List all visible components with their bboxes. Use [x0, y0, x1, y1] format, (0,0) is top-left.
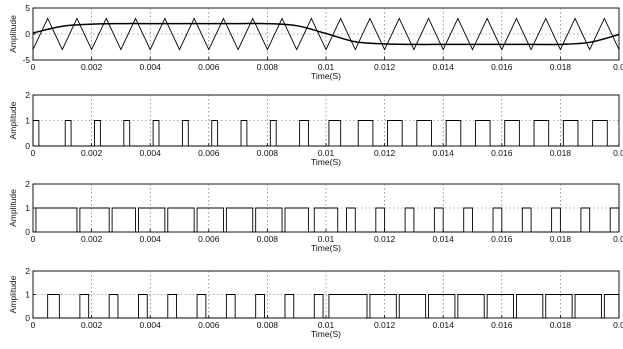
y-tick-label: 1	[25, 116, 30, 126]
x-tick-label: 0.008	[257, 234, 279, 244]
x-tick-label: 0.006	[198, 234, 220, 244]
x-tick-label: 0.016	[491, 148, 513, 158]
x-tick-label: 0.0	[613, 62, 623, 72]
series-2-modulating-wave	[32, 22, 620, 46]
y-tick-label: 1	[25, 290, 30, 300]
x-axis-label: Time(S)	[311, 329, 341, 339]
subplot-4: 0 0.002 0.004 0.006 0.008 0.01 0.012 0.014 0.016…	[8, 266, 623, 339]
x-tick-label: 0.004	[140, 62, 162, 72]
series-1-pulse-train	[32, 120, 619, 147]
series-1-triangle-carrier	[32, 17, 620, 51]
x-axis-label: Time(S)	[311, 243, 341, 253]
x-tick-label: 0.008	[257, 62, 279, 72]
x-tick-label: 0	[31, 62, 36, 72]
x-tick-label: 0.018	[550, 62, 572, 72]
x-tick-label: 0.004	[140, 320, 162, 330]
x-tick-label: 0.016	[491, 234, 513, 244]
x-axis-label: Time(S)	[311, 71, 341, 81]
y-tick-label: 0	[25, 313, 30, 323]
series-1-pulse-train	[33, 294, 620, 319]
x-tick-label: 0.018	[550, 320, 572, 330]
y-axis-label: Amplitude	[8, 101, 18, 139]
x-tick-label: 0	[31, 234, 36, 244]
x-tick-label: 0.012	[374, 320, 396, 330]
x-tick-label: 0.01	[318, 62, 335, 72]
y-tick-label: 1	[25, 203, 30, 213]
y-tick-label: 5	[25, 3, 30, 13]
x-tick-label: 0.0	[613, 148, 623, 158]
y-axis-label: Amplitude	[8, 15, 18, 53]
x-tick-label: 0.002	[81, 62, 103, 72]
x-tick-label: 0.012	[374, 234, 396, 244]
y-tick-label: 0	[25, 141, 30, 151]
subplot-3: 0 0.002 0.004 0.006 0.008 0.01 0.012 0.014 0.016…	[8, 179, 623, 253]
x-tick-label: 0.006	[198, 62, 220, 72]
x-tick-label: 0.004	[140, 234, 162, 244]
x-tick-label: 0.014	[433, 320, 455, 330]
y-tick-label: 0	[25, 227, 30, 237]
y-tick-label: 0	[25, 29, 30, 39]
y-tick-label: -5	[22, 55, 30, 65]
series-1-pulse-train	[33, 207, 620, 233]
x-tick-label: 0	[31, 148, 36, 158]
x-tick-label: 0.014	[433, 234, 455, 244]
x-tick-label: 0.004	[140, 148, 162, 158]
subplot-2: 0 0.002 0.004 0.006 0.008 0.01 0.012 0.014 0.016…	[8, 90, 623, 167]
x-tick-label: 0.016	[491, 320, 513, 330]
x-tick-label: 0.002	[81, 148, 103, 158]
x-tick-label: 0.012	[374, 148, 396, 158]
x-tick-label: 0.014	[433, 62, 455, 72]
y-tick-label: 2	[25, 266, 30, 276]
x-tick-label: 0.018	[550, 234, 572, 244]
x-tick-label: 0.002	[81, 234, 103, 244]
x-tick-label: 0.006	[198, 320, 220, 330]
y-axis-label: Amplitude	[8, 189, 18, 227]
y-axis-label: Amplitude	[8, 275, 18, 313]
x-tick-label: 0.018	[550, 148, 572, 158]
y-tick-label: 2	[25, 179, 30, 189]
y-tick-label: 2	[25, 90, 30, 100]
x-axis-label: Time(S)	[311, 157, 341, 167]
x-tick-label: 0.01	[318, 320, 335, 330]
x-tick-label: 0.01	[318, 148, 335, 158]
subplot-1: 0 0.002 0.004 0.006 0.008 0.01 0.012 0.014 0.016…	[8, 3, 623, 81]
x-tick-label: 0.01	[318, 234, 335, 244]
x-tick-label: 0.008	[257, 148, 279, 158]
x-tick-label: 0.012	[374, 62, 396, 72]
x-tick-label: 0.0	[613, 320, 623, 330]
x-tick-label: 0.0	[613, 234, 623, 244]
x-tick-label: 0	[31, 320, 36, 330]
x-tick-label: 0.008	[257, 320, 279, 330]
x-tick-label: 0.014	[433, 148, 455, 158]
x-tick-label: 0.002	[81, 320, 103, 330]
x-tick-label: 0.006	[198, 148, 220, 158]
x-tick-label: 0.016	[491, 62, 513, 72]
